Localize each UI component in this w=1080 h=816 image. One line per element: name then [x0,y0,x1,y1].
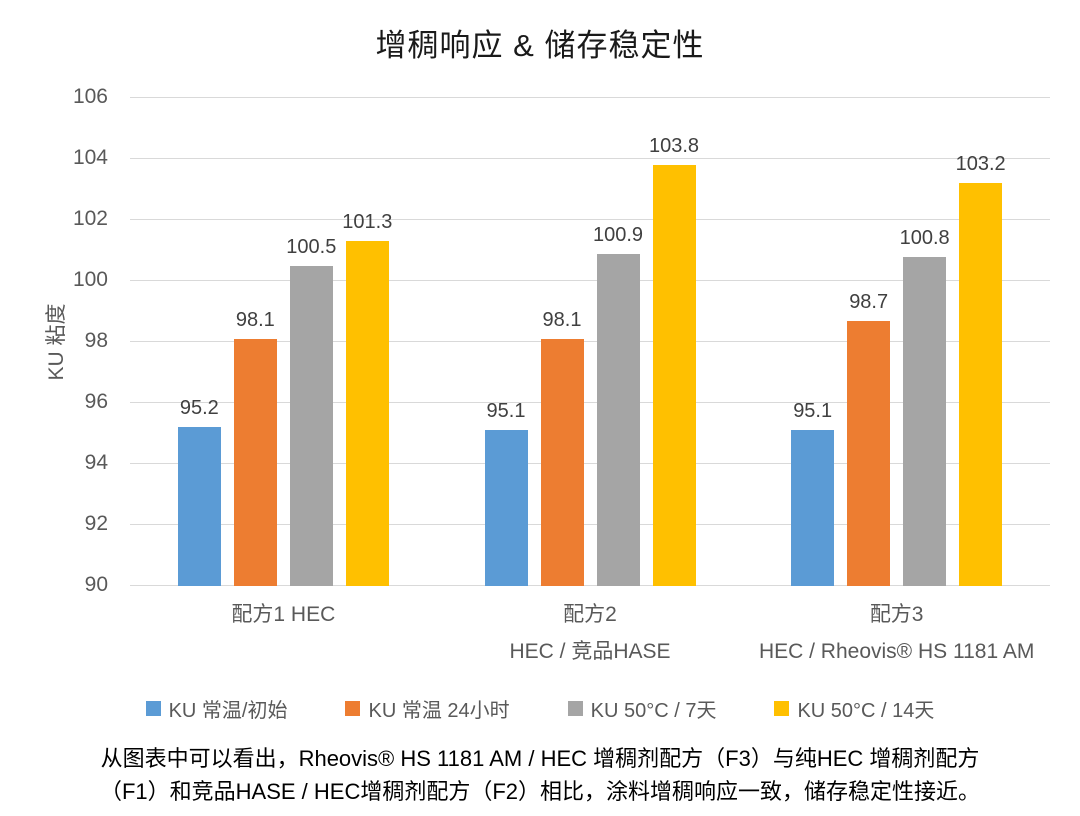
legend-label: KU 50°C / 7天 [590,700,717,722]
bar-group3-series2 [847,320,891,586]
legend-item-2: KU 常温 24小时 [345,694,510,723]
bar-group3-series1 [791,430,835,586]
y-axis-tick-label: 100 [72,268,108,291]
x-axis-category-label: 配方2 HEC / 竞品HASE [380,596,800,670]
legend-swatch-icon [345,701,361,716]
category-line-1: 配方1 HEC [231,603,336,626]
y-axis-tick-label: 98 [84,329,108,352]
x-axis-category-label: 配方3 HEC / Rheovis® HS 1181 AM [687,596,1080,670]
gridline [130,585,1050,586]
plot-area: 90 92 94 96 98 100 102 104 106 95.2 98.1 100.5 101.3… [73,85,1050,663]
data-label: 95.1 [793,400,833,423]
bar-group2-series1 [484,430,528,586]
data-label: 98.1 [235,308,275,331]
bar-group1-series3 [289,265,333,586]
y-axis-tick-label: 90 [84,573,108,596]
category-line-1: 配方2 [563,603,617,626]
category-line-2: HEC / 竞品HASE [509,640,671,663]
bar-group1-series4 [345,241,389,586]
legend-swatch-icon [774,701,790,716]
gridline [130,524,1050,525]
legend-label: KU 常温/初始 [168,700,288,722]
y-axis-tick-label: 106 [72,85,108,108]
bar-group1-series2 [233,338,277,586]
footnote-line-2: （F1）和竞品HASE / HEC增稠剂配方（F2）相比，涂料增稠响应一致，储存… [99,779,981,804]
bar-group3-series4 [959,183,1003,586]
gridline [130,280,1050,281]
data-label: 100.5 [286,235,337,258]
y-axis-tick-label: 94 [84,451,108,474]
bar-group1-series1 [177,427,221,586]
legend-item-3: KU 50°C / 7天 [567,694,717,723]
chart-title: 增稠响应 & 储存稳定性 [375,28,705,63]
data-label: 100.9 [592,223,644,246]
data-label: 103.2 [955,153,1006,176]
x-axis-category-label: 配方1 HEC [73,596,493,633]
legend-item-1: KU 常温/初始 [145,694,288,723]
legend-swatch-icon [567,701,583,716]
y-axis-tick-label: 104 [72,146,108,169]
y-axis-tick-label: 96 [84,390,108,413]
gridline [130,402,1050,403]
data-label: 101.3 [342,211,393,234]
bar-group2-series3 [596,253,640,586]
bar-group2-series4 [652,165,696,586]
gridline [130,463,1050,464]
footnote: 从图表中可以看出，Rheovis® HS 1181 AM / HEC 增稠剂配方… [0,742,1080,808]
gridline [130,97,1050,98]
legend-label: KU 50°C / 14天 [797,700,935,722]
y-axis-tick-label: 102 [72,207,108,230]
gridline [130,158,1050,159]
category-line-1: 配方3 [869,603,924,626]
legend-item-4: KU 50°C / 14天 [774,694,934,723]
data-label: 98.7 [849,290,889,313]
bar-group3-series3 [903,256,947,586]
category-line-2: HEC / Rheovis® HS 1181 AM [758,640,1035,663]
legend-swatch-icon [145,701,161,716]
data-label: 95.1 [486,400,526,423]
data-label: 103.8 [648,135,700,158]
data-label: 100.8 [899,226,950,249]
gridline [130,219,1050,220]
data-label: 98.1 [542,308,582,331]
legend: KU 常温/初始 KU 常温 24小时 KU 50°C / 7天 KU 50°C / … [0,694,1080,723]
bar-group2-series2 [540,338,584,586]
y-axis-tick-label: 92 [84,512,108,535]
data-label: 95.2 [179,397,219,420]
gridline [130,341,1050,342]
legend-label: KU 常温 24小时 [368,700,510,722]
footnote-line-1: 从图表中可以看出，Rheovis® HS 1181 AM / HEC 增稠剂配方… [100,746,980,771]
